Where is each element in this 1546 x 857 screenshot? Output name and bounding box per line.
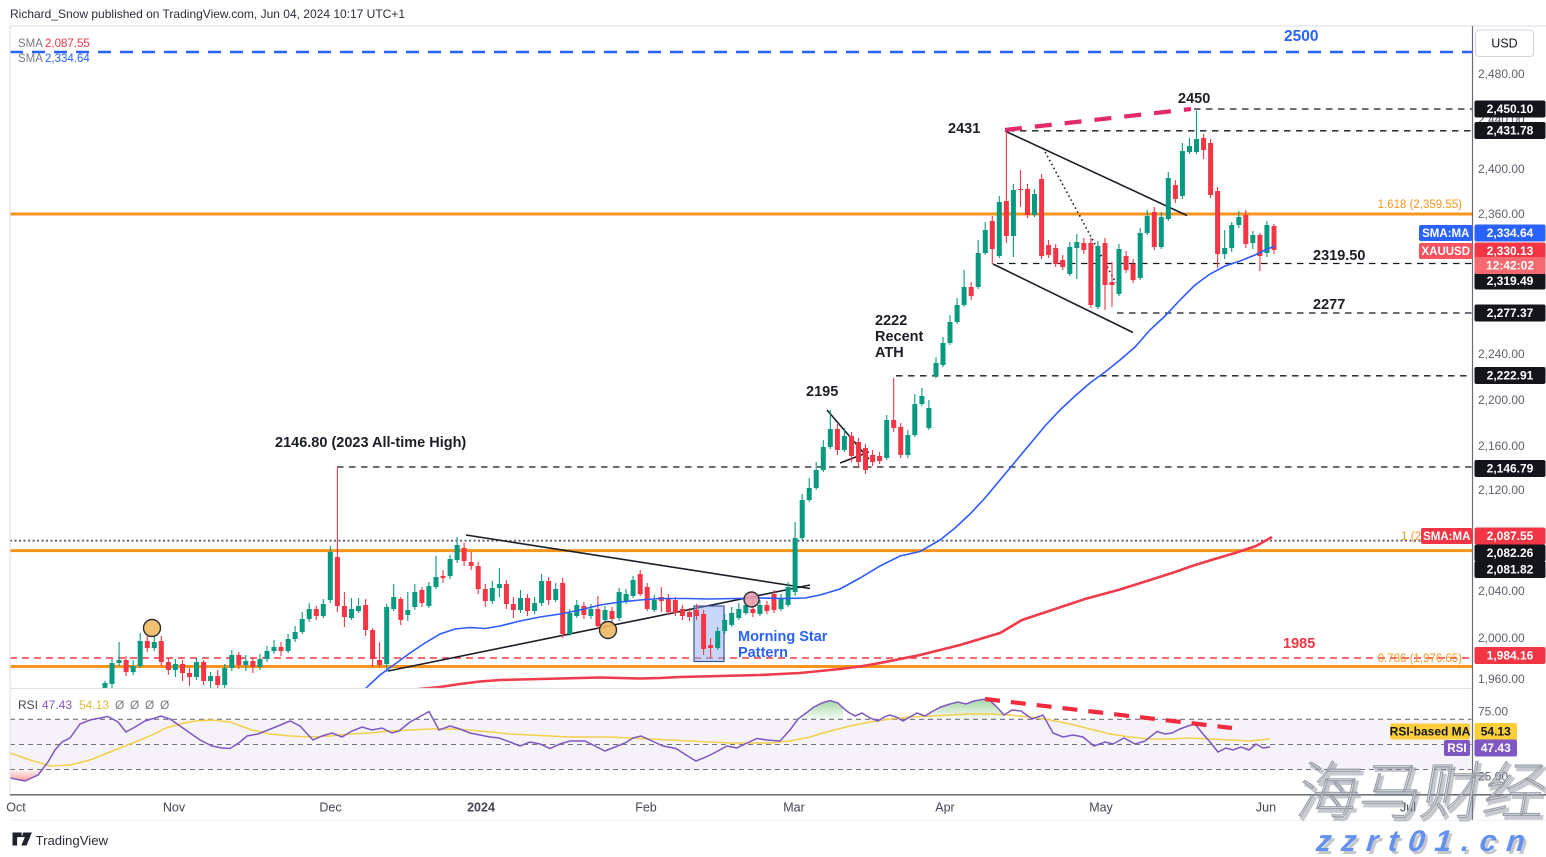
svg-text:1985: 1985 [1283,636,1315,652]
svg-text:2,040.00: 2,040.00 [1478,584,1525,598]
svg-text:2,480.00: 2,480.00 [1478,67,1525,81]
svg-text:ATH: ATH [875,345,904,361]
svg-text:2195: 2195 [806,384,838,400]
svg-text:SMA:MA: SMA:MA [1422,228,1469,240]
svg-text:2450: 2450 [1178,91,1210,107]
svg-text:Jun: Jun [1256,801,1276,815]
svg-text:54.13: 54.13 [1481,725,1511,739]
svg-text:RSI: RSI [1447,743,1466,755]
svg-text:Richard_Snow published on Trad: Richard_Snow published on TradingView.co… [10,7,405,21]
svg-text:Ø: Ø [130,698,139,712]
svg-text:2277: 2277 [1313,297,1345,313]
svg-text:May: May [1089,801,1113,815]
svg-text:SMA: SMA [18,53,43,65]
svg-text:TradingView: TradingView [36,833,109,848]
svg-text:2,000.00: 2,000.00 [1478,631,1525,645]
svg-text:Ø: Ø [160,698,169,712]
svg-text:2319.50: 2319.50 [1313,248,1365,264]
svg-text:USD: USD [1491,37,1517,51]
svg-text:1,960.00: 1,960.00 [1478,672,1525,686]
svg-text:2,160.00: 2,160.00 [1478,439,1525,453]
svg-text:2,222.91: 2,222.91 [1487,369,1534,383]
svg-text:0.786 (1,976.65): 0.786 (1,976.65) [1378,653,1463,665]
svg-text:Oct: Oct [6,801,26,815]
svg-text:2,400.00: 2,400.00 [1478,162,1525,176]
svg-text:54.13: 54.13 [79,698,109,712]
svg-text:RSI: RSI [18,698,38,712]
svg-text:2,120.00: 2,120.00 [1478,483,1525,497]
svg-text:XAUUSD: XAUUSD [1421,246,1470,258]
svg-text:75.00: 75.00 [1478,705,1508,719]
svg-text:2222: 2222 [875,313,907,329]
svg-text:47.43: 47.43 [1481,741,1511,755]
svg-text:Feb: Feb [635,801,657,815]
svg-text:2,431.78: 2,431.78 [1487,124,1534,138]
svg-text:Ø: Ø [115,698,124,712]
svg-text:2,360.00: 2,360.00 [1478,207,1525,221]
svg-text:2500: 2500 [1284,28,1318,45]
svg-text:2,330.13: 2,330.13 [1487,244,1534,258]
svg-text:2431: 2431 [948,121,980,137]
svg-text:SMA:MA: SMA:MA [1423,531,1470,543]
svg-text:SMA: SMA [18,38,43,50]
svg-text:2,087.55: 2,087.55 [45,38,90,50]
svg-text:2,334.64: 2,334.64 [1487,226,1534,240]
svg-text:2,082.26: 2,082.26 [1487,546,1534,560]
svg-text:12:42:02: 12:42:02 [1486,259,1534,273]
svg-text:Ø: Ø [145,698,154,712]
svg-text:Dec: Dec [319,801,341,815]
svg-text:2,319.49: 2,319.49 [1487,274,1534,288]
svg-text:2024: 2024 [467,801,495,815]
svg-text:Pattern: Pattern [738,645,788,661]
svg-text:RSI-based MA: RSI-based MA [1390,725,1471,739]
svg-text:Nov: Nov [163,801,186,815]
svg-text:2,087.55: 2,087.55 [1487,529,1534,543]
svg-text:2,200.00: 2,200.00 [1478,393,1525,407]
svg-text:Apr: Apr [935,801,954,815]
svg-text:2,240.00: 2,240.00 [1478,347,1525,361]
svg-text:1.618 (2,359.55): 1.618 (2,359.55) [1378,199,1463,211]
svg-text:Mar: Mar [783,801,805,815]
svg-text:zzrt01.cn: zzrt01.cn [1317,828,1540,857]
svg-text:1,984.16: 1,984.16 [1487,649,1534,663]
svg-text:Recent: Recent [875,329,924,345]
svg-text:zzrt01.cn: zzrt01.cn [1314,825,1537,857]
svg-text:2,277.37: 2,277.37 [1487,306,1534,320]
svg-text:2,450.10: 2,450.10 [1487,102,1534,116]
svg-text:2,146.79: 2,146.79 [1487,462,1534,476]
svg-text:2146.80 (2023 All-time High): 2146.80 (2023 All-time High) [275,435,466,451]
svg-text:2,334.64: 2,334.64 [45,53,90,65]
svg-text:47.43: 47.43 [42,698,72,712]
svg-text:Morning Star: Morning Star [738,629,828,645]
svg-text:2,081.82: 2,081.82 [1487,563,1534,577]
svg-text:1 (2: 1 (2 [1401,531,1421,543]
